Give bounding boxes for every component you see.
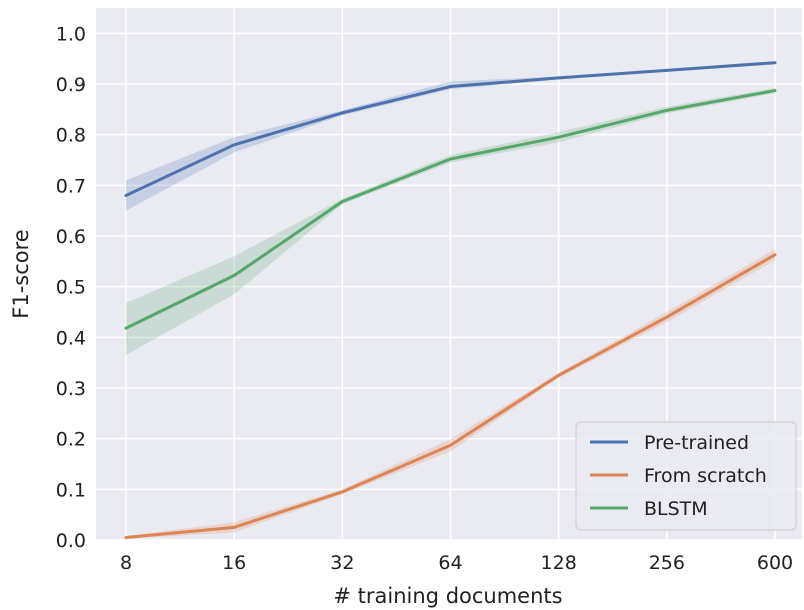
y-tick-label: 0.8: [56, 125, 86, 147]
y-tick-label: 0.4: [56, 327, 86, 349]
x-tick-labels: 8 16 32 64 128 256 600: [120, 552, 793, 574]
y-tick-label: 0.6: [56, 226, 86, 248]
x-axis-label: # training documents: [333, 584, 562, 608]
y-tick-label: 0.2: [56, 429, 86, 451]
y-tick-label: 0.9: [56, 74, 86, 96]
y-tick-labels: 0.0 0.1 0.2 0.3 0.4 0.5 0.6 0.7 0.8 0.9 1.0: [56, 23, 86, 552]
x-tick-label: 256: [649, 552, 685, 574]
x-tick-label: 64: [438, 552, 462, 574]
y-tick-label: 0.0: [56, 530, 86, 552]
legend-label-from-scratch: From scratch: [644, 465, 767, 487]
x-tick-label: 600: [757, 552, 793, 574]
y-tick-label: 0.3: [56, 378, 86, 400]
x-tick-label: 32: [330, 552, 354, 574]
y-tick-label: 1.0: [56, 23, 86, 45]
legend: Pre-trained From scratch BLSTM: [576, 422, 796, 530]
x-tick-label: 16: [222, 552, 246, 574]
legend-label-pre-trained: Pre-trained: [644, 432, 749, 454]
y-tick-label: 0.5: [56, 277, 86, 299]
legend-label-blstm: BLSTM: [644, 498, 708, 520]
y-axis-label: F1-score: [9, 229, 33, 318]
x-tick-label: 128: [541, 552, 577, 574]
y-tick-label: 0.7: [56, 175, 86, 197]
x-tick-label: 8: [120, 552, 132, 574]
y-tick-label: 0.1: [56, 479, 86, 501]
